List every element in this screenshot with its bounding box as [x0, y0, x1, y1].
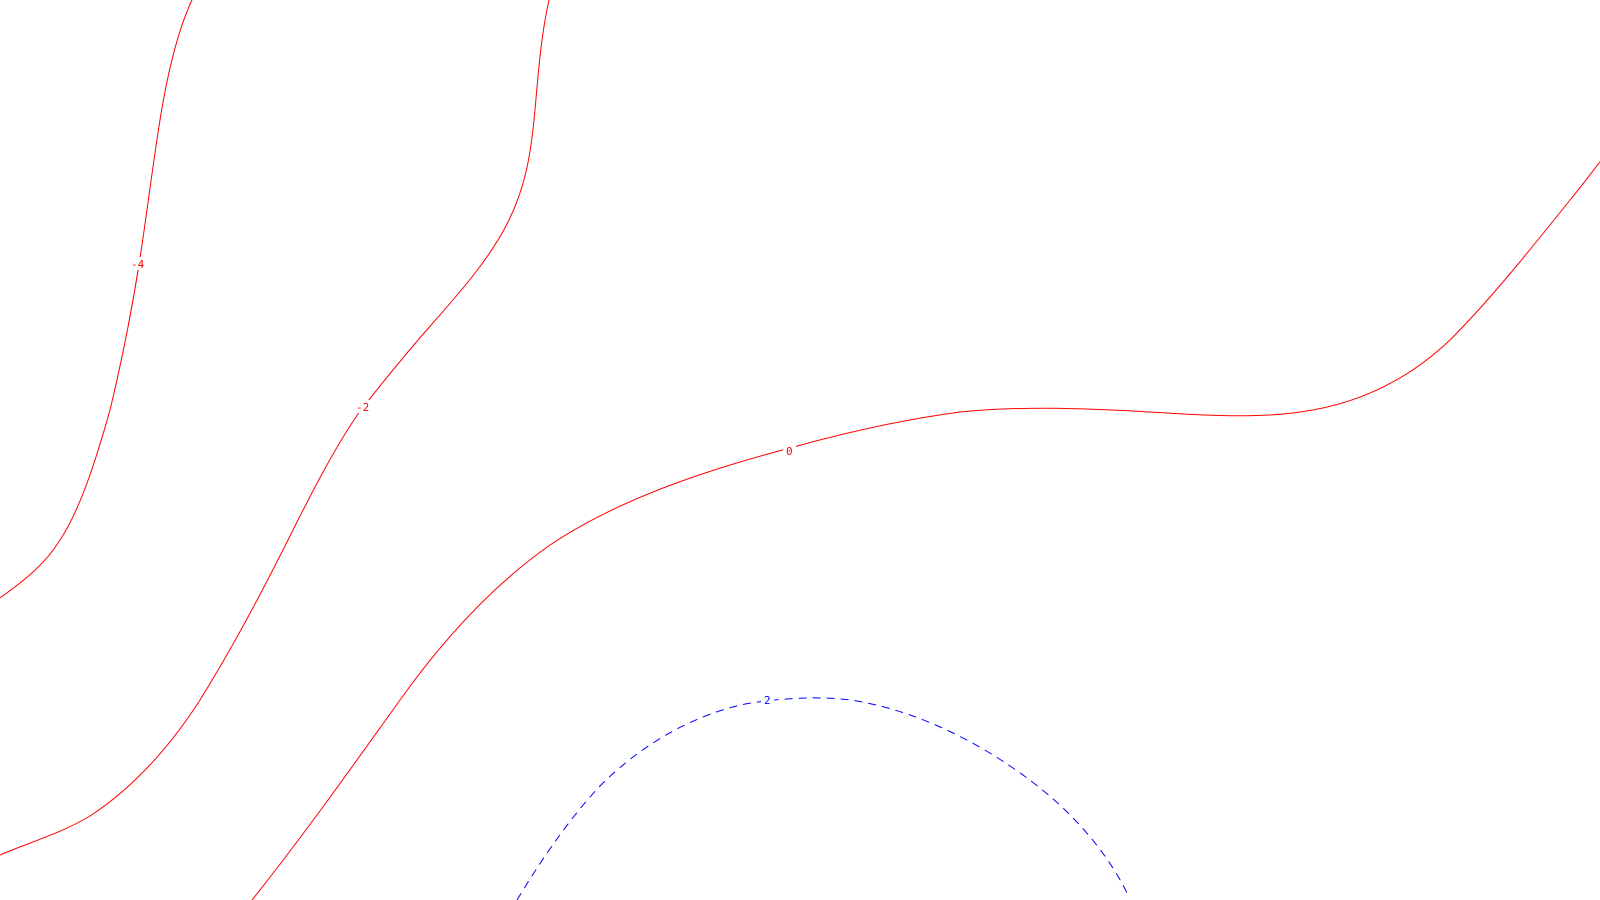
contour-line-neg4: -4	[0, 0, 193, 599]
contour-label-bg-neg4	[130, 257, 148, 270]
contour-label-neg4: -4	[131, 258, 145, 271]
contour-label-bg-0	[783, 443, 796, 456]
contour-label-0: 0	[786, 445, 793, 458]
contour-label-2: 2	[764, 694, 771, 707]
contour-path-2	[516, 697, 1128, 900]
contour-line-0: 0	[251, 161, 1600, 900]
contour-label-bg-neg2	[355, 400, 374, 413]
contour-line-2: 2	[516, 693, 1128, 900]
contour-path-neg4	[0, 0, 193, 599]
contour-path-neg2	[0, 0, 550, 856]
contour-path-0	[251, 161, 1600, 900]
contour-label-bg-2	[761, 693, 774, 706]
contour-label-neg2: -2	[356, 401, 369, 414]
contour-line-neg2: -2	[0, 0, 550, 856]
